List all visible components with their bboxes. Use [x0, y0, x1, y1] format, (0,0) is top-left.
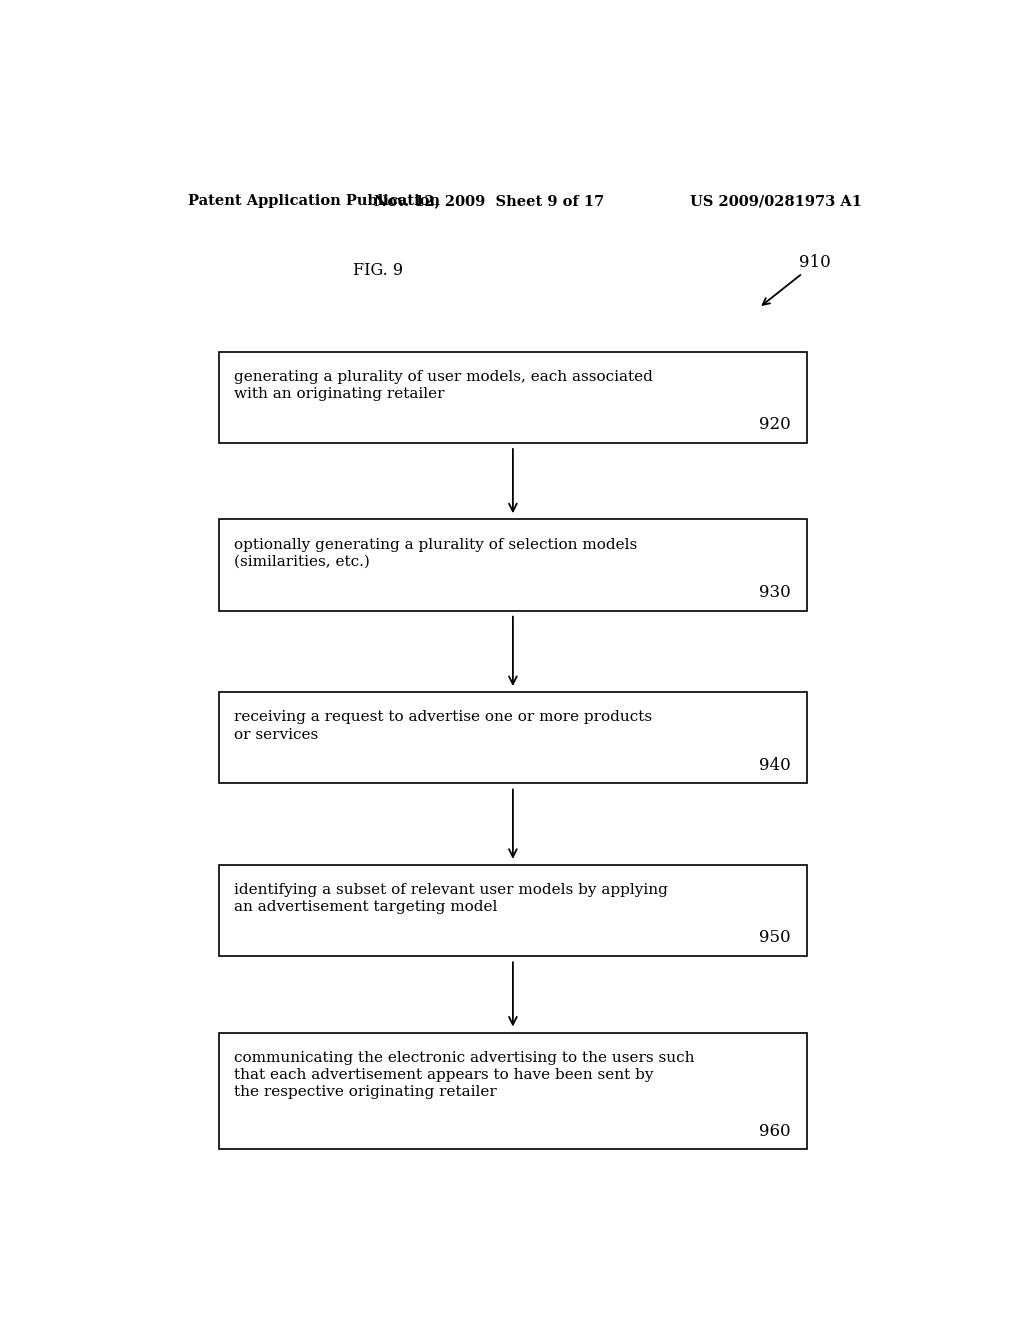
Text: 950: 950: [759, 929, 791, 946]
Text: optionally generating a plurality of selection models
(similarities, etc.): optionally generating a plurality of sel…: [233, 537, 637, 569]
Text: 940: 940: [759, 756, 791, 774]
Text: receiving a request to advertise one or more products
or services: receiving a request to advertise one or …: [233, 710, 651, 742]
Text: US 2009/0281973 A1: US 2009/0281973 A1: [690, 194, 862, 209]
Bar: [219, 351, 807, 444]
Text: 920: 920: [759, 416, 791, 433]
Text: Nov. 12, 2009  Sheet 9 of 17: Nov. 12, 2009 Sheet 9 of 17: [374, 194, 604, 209]
Bar: [219, 865, 807, 956]
Bar: [219, 519, 807, 611]
Text: 910: 910: [799, 253, 830, 271]
Text: identifying a subset of relevant user models by applying
an advertisement target: identifying a subset of relevant user mo…: [233, 883, 668, 915]
Text: 960: 960: [759, 1122, 791, 1139]
Text: generating a plurality of user models, each associated
with an originating retai: generating a plurality of user models, e…: [233, 370, 652, 401]
Bar: [219, 692, 807, 784]
Text: 930: 930: [759, 583, 791, 601]
Text: Patent Application Publication: Patent Application Publication: [187, 194, 439, 209]
Text: FIG. 9: FIG. 9: [353, 261, 403, 279]
Text: communicating the electronic advertising to the users such
that each advertiseme: communicating the electronic advertising…: [233, 1051, 694, 1100]
Bar: [219, 1032, 807, 1150]
